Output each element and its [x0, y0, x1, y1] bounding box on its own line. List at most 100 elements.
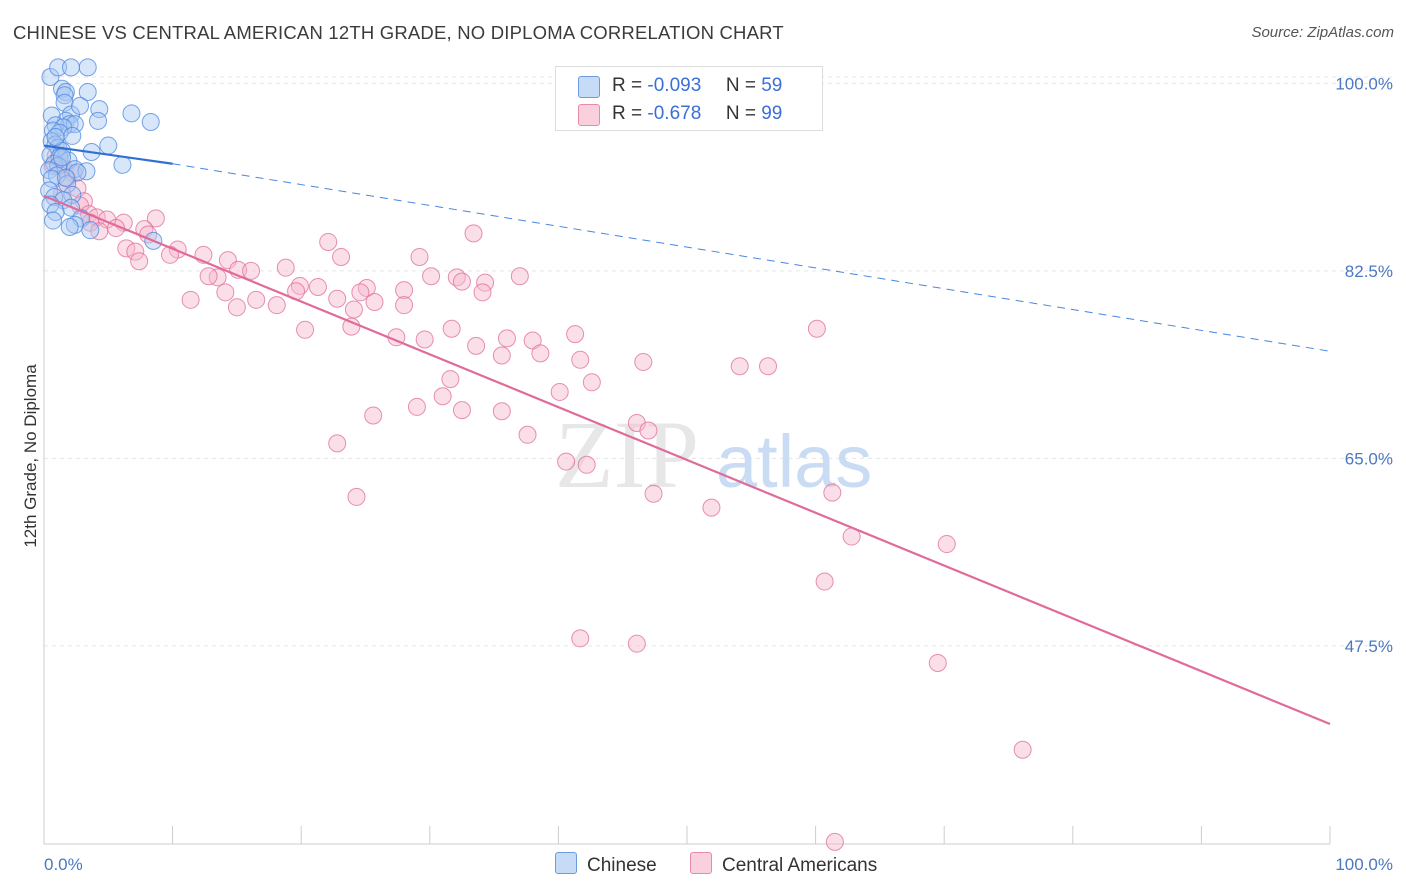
central-american-point: [937, 535, 956, 554]
central-american-point: [126, 242, 145, 261]
central-american-point: [467, 336, 486, 355]
x-tick-label-min: 0.0%: [44, 855, 83, 874]
central-american-point: [1013, 740, 1032, 759]
central-american-point: [364, 406, 383, 425]
central-american-point: [464, 224, 483, 243]
chinese-point: [49, 58, 68, 77]
stats-legend: R = -0.093 N = 59 R = -0.678 N = 99: [555, 66, 823, 131]
bottom-legend-central[interactable]: Central Americans: [690, 852, 877, 877]
bottom-legend-label-central: Central Americans: [722, 855, 878, 876]
central-american-point: [627, 634, 646, 653]
legend-r-value: -0.678: [647, 103, 702, 124]
data-points: [40, 58, 1032, 851]
chart-title: CHINESE VS CENTRAL AMERICAN 12TH GRADE, …: [13, 22, 784, 43]
central-american-point: [452, 401, 471, 420]
source-label[interactable]: Source: ZipAtlas.com: [1251, 24, 1394, 41]
chinese-point: [42, 106, 61, 125]
central-american-point: [531, 344, 550, 363]
central-american-point: [433, 387, 452, 406]
chinese-point: [71, 96, 90, 115]
chinese-point: [78, 82, 97, 101]
chinese-point: [53, 148, 72, 167]
legend-n-label: N =: [725, 103, 756, 124]
central-american-point: [823, 483, 842, 502]
central-american-point: [227, 298, 246, 317]
tick-labels: 100.0% 82.5% 65.0% 47.5% 0.0% 100.0% 12th Grad…: [21, 74, 1393, 874]
central-american-point: [267, 296, 286, 315]
central-american-point: [928, 653, 947, 672]
grid-lines: [44, 76, 1395, 647]
chinese-point: [44, 211, 63, 230]
central-american-point: [441, 370, 460, 389]
central-american-point: [216, 283, 235, 302]
central-american-point: [347, 487, 366, 506]
y-tick-label: 82.5%: [1345, 262, 1393, 281]
central-american-point: [199, 267, 218, 286]
central-american-point: [344, 300, 363, 319]
chinese-point: [56, 168, 75, 187]
central-american-point: [759, 357, 778, 376]
central-american-point: [410, 247, 429, 266]
chinese-point: [55, 86, 74, 105]
chinese-point: [63, 126, 82, 145]
watermark-zip: ZIP: [555, 401, 699, 508]
chinese-point: [46, 127, 65, 146]
central-american-point: [247, 290, 266, 309]
legend-n-value: 59: [761, 75, 783, 96]
chinese-trend-line: [43, 144, 173, 165]
chinese-point: [113, 155, 132, 174]
central-american-point: [510, 267, 529, 286]
central-american-point: [422, 267, 441, 286]
central-american-point: [577, 455, 596, 474]
central-american-point: [276, 258, 295, 277]
legend-swatch-chinese: [578, 76, 600, 98]
chinese-point: [77, 162, 96, 181]
chinese-point: [65, 115, 84, 134]
central-american-point: [395, 281, 414, 300]
chinese-point: [60, 217, 79, 236]
chinese-point: [122, 104, 141, 123]
central-american-point: [518, 425, 537, 444]
central-american-point: [582, 373, 601, 392]
chinese-point: [41, 67, 60, 86]
central-american-point: [365, 292, 384, 311]
central-american-point: [571, 350, 590, 369]
central-american-point: [815, 572, 834, 591]
central-american-point: [452, 272, 471, 291]
central-american-point: [181, 290, 200, 309]
chinese-point: [63, 185, 82, 204]
legend-n-value: 99: [761, 103, 783, 124]
central-american-point: [702, 498, 721, 517]
central-american-point: [634, 352, 653, 371]
legend-n-label: N =: [725, 75, 756, 96]
trend-lines: [43, 144, 1331, 726]
central-american-point: [319, 232, 338, 251]
chinese-point: [89, 111, 108, 130]
central-american-point: [146, 209, 165, 228]
central-american-point: [328, 289, 347, 308]
chinese-point: [68, 163, 87, 182]
bottom-legend-label-chinese: Chinese: [587, 855, 657, 876]
central-american-point: [550, 382, 569, 401]
watermark-atlas: atlas: [716, 420, 872, 503]
central-american-point: [442, 319, 461, 338]
central-american-point: [242, 261, 261, 280]
central-american-point: [644, 484, 663, 503]
central-american-point: [208, 268, 227, 287]
chinese-point: [62, 58, 81, 77]
central-american-point: [557, 452, 576, 471]
central-american-point: [395, 296, 414, 315]
central-american-point: [161, 245, 180, 264]
central-american-point: [825, 832, 844, 851]
central-american-point: [571, 629, 590, 648]
y-tick-label: 100.0%: [1335, 74, 1393, 93]
legend-r-label: R =: [612, 75, 643, 96]
legend-r-value: -0.093: [647, 75, 702, 96]
y-tick-label: 47.5%: [1345, 637, 1393, 656]
central-american-point: [807, 319, 826, 338]
central-american-point: [332, 247, 351, 266]
chinese-point: [99, 136, 118, 155]
bottom-legend-chinese[interactable]: Chinese: [555, 852, 657, 877]
chinese-point: [141, 112, 160, 131]
